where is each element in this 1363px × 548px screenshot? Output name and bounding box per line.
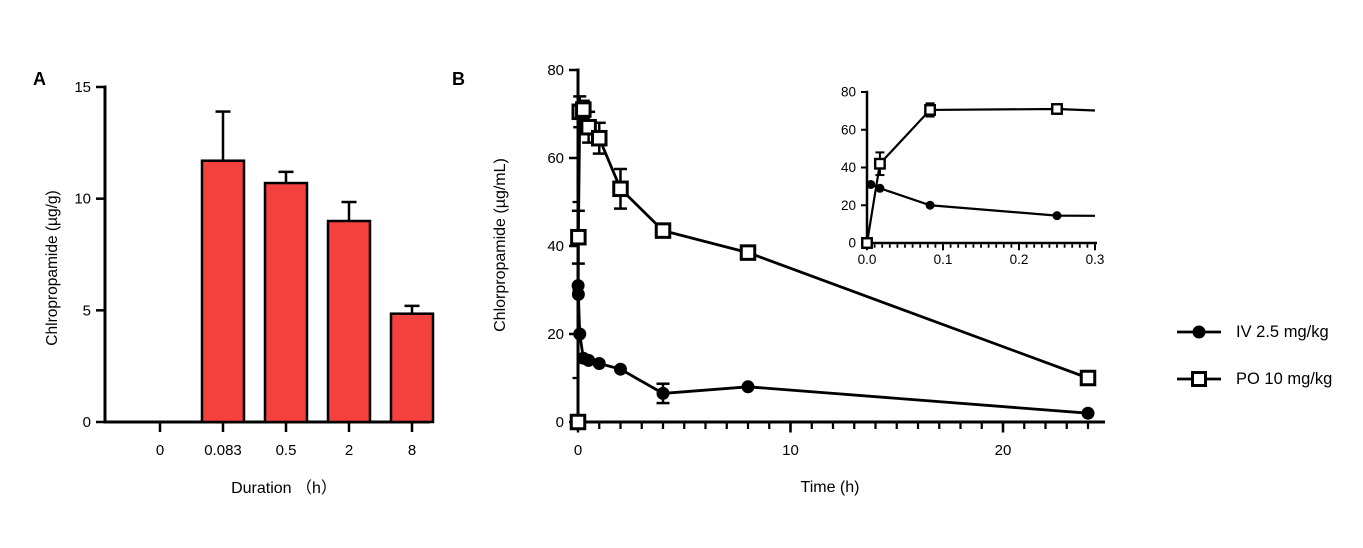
data-point-marker [582,353,596,367]
x-axis-label: Duration （h） [231,479,337,497]
data-point-marker [925,200,935,210]
y-tick-label: 80 [841,85,856,100]
x-tick-label: 0.083 [204,442,242,459]
bar [263,181,309,424]
x-tick-label: 0.3 [1086,252,1105,267]
data-point-marker [654,222,672,239]
y-axis-label: Chlorpropamide (µg/mL) [492,158,509,332]
series-line [870,183,1096,217]
y-tick-label: 0 [556,414,564,431]
data-point-marker [656,386,670,400]
data-point-marker [866,179,876,189]
y-tick-label: 80 [547,62,564,79]
open-square-marker-icon [1177,371,1221,387]
x-axis-label: Time (h) [801,479,860,496]
x-tick-label: 0.5 [276,442,297,459]
y-tick-label: 40 [547,238,564,255]
x-tick-label: 0 [574,442,582,459]
legend-label-iv: IV 2.5 mg/kg [1236,322,1329,341]
data-point-marker [739,244,757,261]
bar [326,219,372,424]
x-tick-label: 20 [995,442,1012,459]
filled-circle-marker-icon [1177,325,1221,339]
series-line [865,107,1096,244]
data-point-marker [875,183,885,193]
data-point-marker [1051,103,1063,115]
x-tick-label: 0 [156,442,164,459]
y-tick-label: 10 [74,191,91,208]
panel-b-chart: 0 20 40 60 80 0 10 20 Time (h) Chlorpropamide (µg… [492,62,1105,496]
data-point-marker [741,380,755,394]
data-point-marker [569,413,587,431]
data-point-marker [924,103,937,116]
y-tick-label: 40 [841,160,856,175]
bar [200,159,246,424]
x-tick-label: 10 [782,442,799,459]
data-point-marker [570,228,587,246]
x-tick-label: 8 [408,442,416,459]
data-point-marker [1079,369,1097,387]
data-point-marker [612,180,629,198]
y-tick-label: 20 [841,198,856,213]
panel-b-label: B [452,69,465,89]
x-tick-label: 0.1 [934,252,953,267]
y-tick-label: 0 [848,236,856,251]
y-tick-label: 15 [74,79,91,96]
data-point-marker [1081,406,1095,420]
y-tick-label: 20 [547,326,564,343]
y-tick-label: 5 [83,302,91,319]
bar [389,312,435,424]
data-point-marker [1052,211,1062,221]
panel-b-inset-chart: 0 20 40 60 80 0.0 0.1 0.2 0.3 [841,85,1104,267]
chart-legend: IV 2.5 mg/kg PO 10 mg/kg [1176,322,1332,389]
y-tick-label: 60 [547,150,564,167]
x-tick-label: 2 [345,442,353,459]
x-tick-label: 0.2 [1010,252,1029,267]
panel-a-chart: 0 5 10 15 0 0.083 0.5 2 8 Duration （h） Chlropropam… [44,79,435,497]
legend-entry-po: PO 10 mg/kg [1176,369,1332,389]
data-point-marker [861,237,873,249]
panel-a-label: A [33,69,46,89]
data-point-marker [592,356,606,370]
data-point-marker [873,157,886,170]
legend-label-po: PO 10 mg/kg [1236,369,1333,388]
data-point-marker [573,327,587,341]
x-tick-label: 0.0 [858,252,877,267]
legend-entry-iv: IV 2.5 mg/kg [1176,322,1332,342]
y-tick-label: 60 [841,122,856,137]
data-point-marker [575,101,592,118]
y-axis-label: Chlropropamide (µg/g) [44,190,61,345]
y-tick-label: 0 [83,414,91,431]
data-point-marker [591,129,608,147]
data-point-marker [614,362,627,376]
